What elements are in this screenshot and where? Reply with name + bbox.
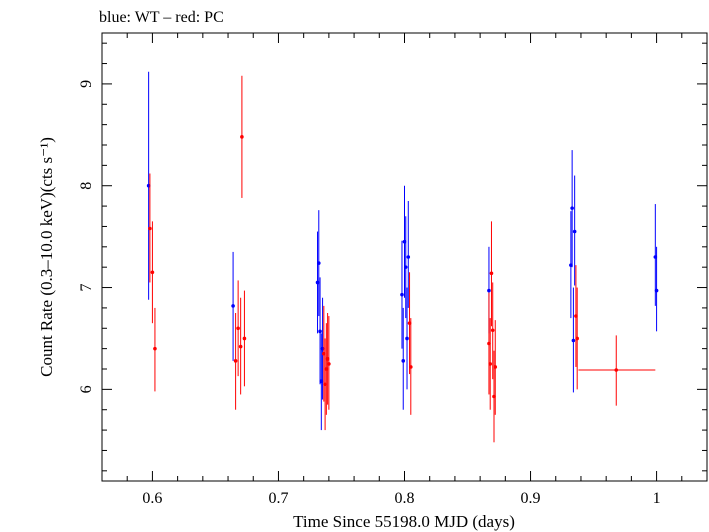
y-tick-label: 8: [78, 182, 95, 190]
y-tick-label: 9: [78, 80, 95, 88]
series-pc: [148, 75, 656, 443]
data-point: [570, 206, 574, 210]
data-point: [493, 365, 498, 369]
data-point: [150, 270, 155, 275]
chart-title: blue: WT – red: PC: [99, 9, 224, 26]
tick-labels: 0.6 0.7 0.8 0.9 1 6 7 8 9: [78, 80, 661, 507]
data-point: [571, 338, 576, 343]
x-tick-label: 0.9: [521, 490, 541, 507]
data-series: [146, 71, 659, 443]
data-point: [403, 265, 408, 269]
data-point: [572, 229, 577, 234]
x-tick-label: 0.8: [395, 490, 415, 507]
data-point: [327, 362, 331, 366]
data-point: [488, 362, 493, 366]
axis-ticks: [101, 33, 708, 481]
data-point: [654, 288, 659, 293]
data-point: [231, 304, 235, 308]
data-point: [406, 255, 411, 259]
data-point: [153, 346, 157, 351]
data-point: [242, 336, 247, 341]
y-tick-label: 6: [78, 385, 95, 393]
data-point: [148, 226, 152, 231]
data-point: [490, 328, 495, 333]
data-point: [238, 344, 243, 349]
x-tick-label: 0.6: [142, 490, 162, 507]
data-point: [409, 365, 413, 369]
x-axis-label: Time Since 55198.0 MJD (days): [293, 512, 515, 531]
data-point: [405, 336, 409, 341]
x-tick-label: 0.7: [268, 490, 288, 507]
data-point: [401, 359, 406, 363]
data-point: [575, 336, 579, 341]
data-point: [489, 271, 494, 276]
x-tick-label: 1: [653, 490, 661, 507]
data-point: [400, 292, 404, 297]
data-point: [316, 261, 321, 265]
series-wt: [146, 71, 659, 431]
y-axis-label: Count Rate (0.3–10.0 keV)(cts s⁻¹): [37, 137, 56, 377]
y-tick-label: 7: [78, 284, 95, 292]
data-point: [318, 329, 322, 334]
data-point: [614, 368, 619, 372]
data-point: [487, 288, 491, 293]
data-point: [236, 326, 240, 331]
data-point: [233, 359, 238, 363]
data-point: [240, 135, 244, 139]
